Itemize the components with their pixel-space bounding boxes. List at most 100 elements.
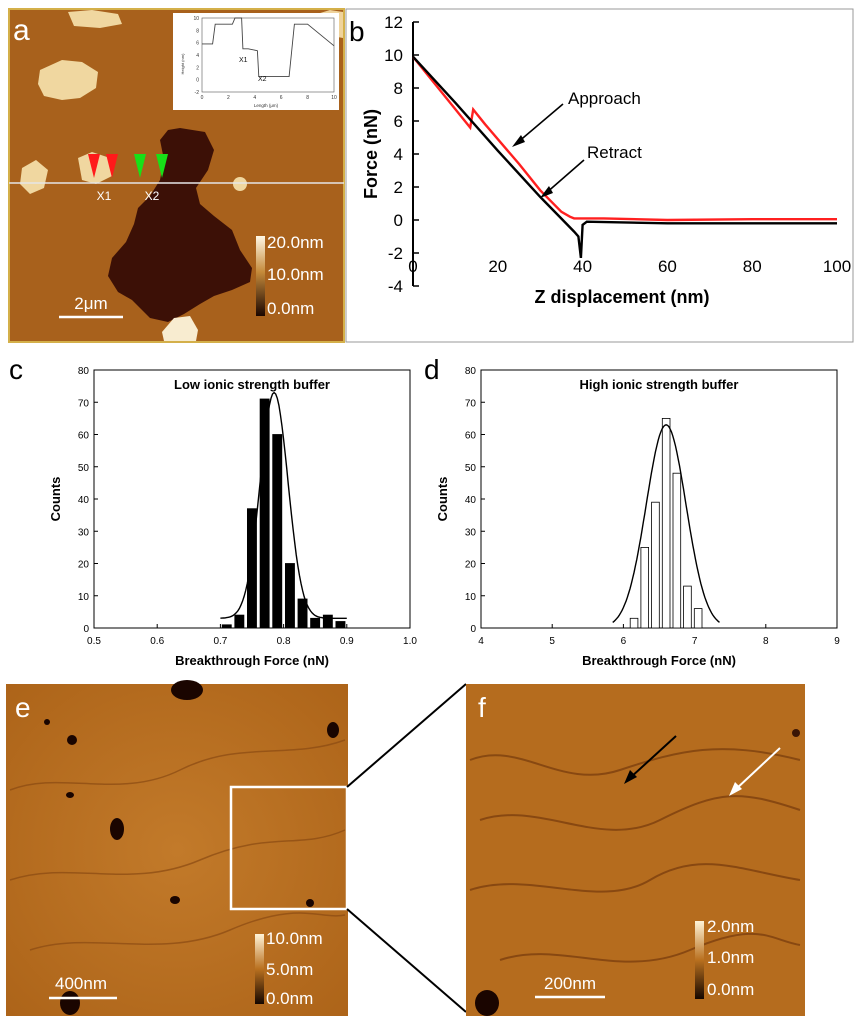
- panel-f-colorbar-mid: 1.0nm: [707, 948, 754, 967]
- inset-y-tick-label: 4: [196, 53, 199, 59]
- white-arrowhead: [729, 782, 742, 796]
- histogram-bar: [259, 398, 270, 629]
- y-axis-label: Counts: [48, 477, 63, 522]
- x1-marker-label: X1: [97, 189, 112, 203]
- x-tick-label: 8: [763, 636, 769, 647]
- panel-f-colorbar: [695, 921, 704, 999]
- y-tick-label: 12: [384, 13, 403, 32]
- histogram-bar: [297, 598, 308, 629]
- inset-y-tick-label: -2: [195, 90, 200, 96]
- panel-e-colorbar-max: 10.0nm: [266, 929, 323, 948]
- histogram-high-ionic: High ionic strength buffer80706050403020…: [435, 366, 840, 668]
- panel-a-island: [20, 160, 48, 194]
- x-tick-label: 4: [478, 636, 484, 647]
- y-tick-label: 6: [394, 112, 403, 131]
- inset-x-tick-label: 6: [280, 95, 283, 101]
- panel-f-colorbar-max: 2.0nm: [707, 917, 754, 936]
- x-tick-label: 20: [488, 257, 507, 276]
- y-tick-label: 80: [465, 366, 477, 377]
- x-tick-label: 7: [692, 636, 698, 647]
- y-tick-label: 0: [83, 624, 89, 635]
- x-tick-label: 0.8: [277, 636, 291, 647]
- y-tick-label: -4: [388, 277, 403, 296]
- panel-f-colorbar-min: 0.0nm: [707, 980, 754, 999]
- zoom-box: [229, 785, 349, 911]
- x2-marker-green: [134, 154, 146, 178]
- panel-c-letter: c: [9, 354, 23, 385]
- x1-marker-red: [88, 154, 100, 178]
- y-tick-label: 30: [465, 527, 477, 538]
- y-tick-label: 30: [78, 527, 90, 538]
- y-tick-label: 40: [465, 495, 477, 506]
- x-tick-label: 100: [823, 257, 851, 276]
- panel-e: e 400nm 10.0nm 5.0nm 0.0nm: [6, 680, 349, 1016]
- inset-y-tick-label: 8: [196, 28, 199, 34]
- inset-frame: [201, 17, 335, 93]
- approach-arrowhead: [512, 135, 525, 147]
- inset-y-tick-label: 2: [196, 65, 199, 71]
- panel-d-letter: d: [424, 354, 440, 385]
- panel-e-image: [6, 684, 348, 1016]
- y-tick-label: 80: [78, 366, 90, 377]
- x-tick-label: 0.5: [87, 636, 101, 647]
- y-axis-label: Counts: [435, 477, 450, 522]
- inset-x-tick-label: 8: [306, 95, 309, 101]
- approach-annotation: Approach: [568, 89, 641, 108]
- x-tick-label: 0.9: [340, 636, 354, 647]
- inset-y-tick-label: 6: [196, 41, 199, 47]
- y-tick-label: 40: [78, 495, 90, 506]
- panel-e-defects: [44, 680, 339, 1015]
- histogram-bar: [661, 417, 671, 629]
- gaussian-fit-curve: [612, 424, 720, 623]
- y-tick-label: 60: [465, 431, 477, 442]
- panel-d: d High ionic strength buffer807060504030…: [424, 354, 840, 668]
- inset-x-tick-label: 2: [227, 95, 230, 101]
- y-tick-label: 10: [384, 46, 403, 65]
- inset-xlabel: Length (μm): [254, 103, 279, 108]
- panel-a-island: [38, 60, 98, 100]
- panel-f: f 200nm 2.0nm 1.0nm 0.0nm: [466, 684, 805, 1016]
- histogram-bar: [246, 508, 257, 629]
- y-tick-label: 20: [78, 560, 90, 571]
- x-tick-label: 9: [834, 636, 840, 647]
- histogram-bar: [284, 563, 295, 629]
- panel-a-colorbar-min: 0.0nm: [267, 299, 314, 318]
- y-tick-label: 4: [394, 145, 403, 164]
- histogram-bar: [640, 547, 650, 629]
- retract-arrow: [544, 159, 585, 195]
- panel-f-defect: [792, 729, 800, 737]
- retract-curve: [412, 55, 837, 259]
- x2-marker-label: X2: [145, 189, 160, 203]
- retract-arrowhead: [540, 186, 553, 198]
- histogram-bar: [272, 434, 283, 629]
- y-axis-label: Force (nN): [361, 109, 381, 199]
- x-tick-label: 5: [549, 636, 555, 647]
- x-tick-label: 1.0: [403, 636, 417, 647]
- inset-y-tick-label: 0: [196, 78, 199, 84]
- zoom-connector-bottom: [346, 908, 467, 1013]
- histogram-bar: [234, 614, 245, 629]
- panel-e-scale-label: 400nm: [55, 974, 107, 993]
- black-arrow: [629, 735, 677, 779]
- inset-x-tick-label: 0: [201, 95, 204, 101]
- panel-a-island: [68, 10, 122, 28]
- panel-b-frame: [345, 8, 854, 343]
- inset-background: [173, 13, 339, 110]
- histogram-bar: [322, 614, 333, 629]
- y-tick-label: 0: [394, 211, 403, 230]
- y-tick-label: -2: [388, 244, 403, 263]
- x-tick-label: 0: [408, 257, 417, 276]
- histogram-bar: [221, 624, 232, 629]
- gaussian-fit-curve: [220, 391, 347, 619]
- chart-title: Low ionic strength buffer: [174, 377, 330, 392]
- histogram-bar: [629, 617, 639, 629]
- panel-f-defect: [475, 990, 499, 1016]
- panel-e-colorbar-min: 0.0nm: [266, 989, 313, 1008]
- retract-annotation: Retract: [587, 143, 642, 162]
- x-tick-label: 6: [621, 636, 627, 647]
- panel-f-letter: f: [478, 692, 486, 723]
- panel-c: c Low ionic strength buffer 80 70 60 50 40 30 2…: [9, 354, 417, 668]
- inset-x-tick-label: 4: [253, 95, 256, 101]
